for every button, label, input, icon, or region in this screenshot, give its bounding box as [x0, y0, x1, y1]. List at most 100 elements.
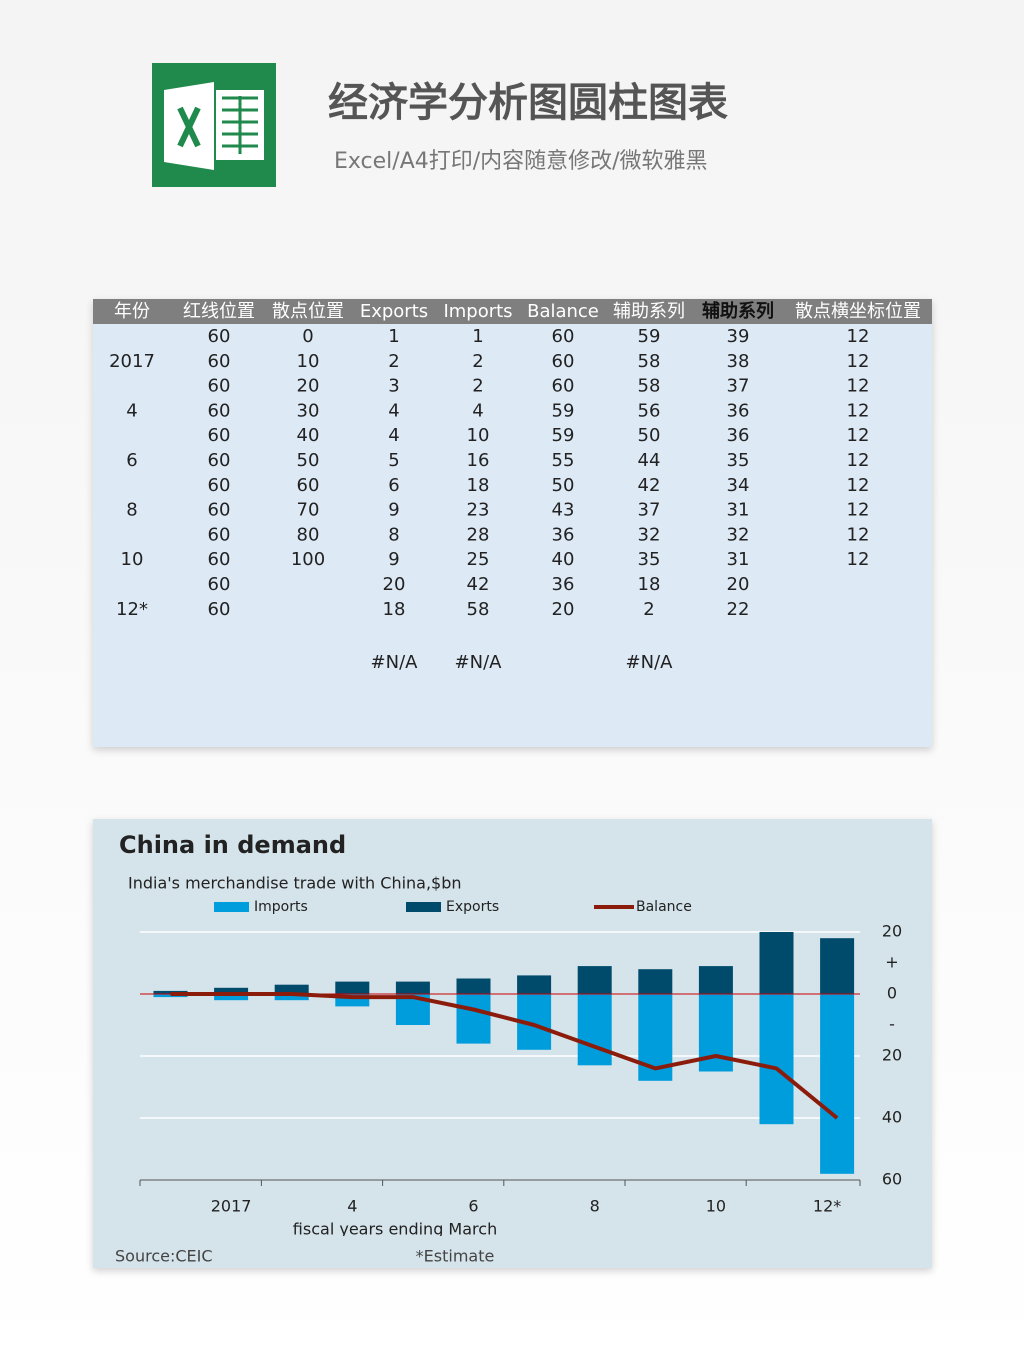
bar	[274, 984, 309, 994]
line	[170, 992, 839, 1120]
table-cell: 31	[727, 549, 750, 570]
table-cell: 18	[638, 574, 661, 595]
table-cell: 5	[388, 450, 399, 471]
y-tick-label: 60	[882, 1170, 902, 1189]
bar	[698, 966, 733, 994]
column-header: 年份	[114, 301, 150, 322]
table-cell: 12	[847, 326, 870, 347]
x-axis-label: fiscal years ending March	[293, 1220, 497, 1239]
table-cell: 36	[727, 400, 750, 421]
table-cell: 10	[467, 425, 490, 446]
x-tick-label: 10	[706, 1197, 726, 1216]
table-cell: 4	[388, 425, 399, 446]
page-subtitle: Excel/A4打印/内容随意修改/微软雅黑	[334, 149, 708, 174]
y-tick-label: 40	[882, 1108, 902, 1127]
table-cell: 37	[727, 376, 750, 397]
table-cell: 12	[847, 376, 870, 397]
table-cell: 12*	[116, 599, 148, 620]
table-cell: 58	[638, 351, 661, 372]
table-cell: 42	[638, 475, 661, 496]
table-cell: 70	[297, 500, 320, 521]
table-cell: 38	[727, 351, 750, 372]
excel-icon	[152, 63, 276, 187]
table-cell: 2	[472, 376, 483, 397]
table-cell: 30	[297, 400, 320, 421]
table-cell: 12	[847, 351, 870, 372]
bar	[214, 994, 249, 1001]
table-cell: 2	[472, 351, 483, 372]
table-cell: 2017	[109, 351, 155, 372]
table-cell: 12	[847, 549, 870, 570]
table-cell: 60	[208, 376, 231, 397]
column-header: Balance	[527, 301, 599, 322]
table-cell: 40	[552, 549, 575, 570]
table-cell: 60	[208, 351, 231, 372]
column-header: 散点位置	[272, 301, 344, 322]
table-cell: 12	[847, 475, 870, 496]
table-cell: 32	[727, 524, 750, 545]
bar	[577, 994, 612, 1066]
bar	[214, 987, 249, 994]
legend-swatch	[214, 902, 249, 912]
x-tick-label: 12*	[813, 1197, 841, 1216]
bar	[820, 994, 855, 1174]
table-cell: 31	[727, 500, 750, 521]
table-cell: 59	[552, 400, 575, 421]
table-cell: 6	[388, 475, 399, 496]
note: *Estimate	[416, 1247, 495, 1266]
bar	[759, 994, 794, 1125]
table-cell: 35	[727, 450, 750, 471]
table-cell: 60	[552, 326, 575, 347]
table-cell: 60	[208, 599, 231, 620]
table-cell: 18	[383, 599, 406, 620]
x-tick-label: 6	[468, 1197, 478, 1216]
y-tick-label: 0	[887, 984, 897, 1003]
bar	[517, 975, 552, 994]
table-cell: #N/A	[371, 652, 419, 673]
table-cell: 18	[467, 475, 490, 496]
table-cell: 12	[847, 450, 870, 471]
table-cell: 10	[297, 351, 320, 372]
table-cell: 20	[727, 574, 750, 595]
table-cell: 59	[552, 425, 575, 446]
table-cell: 60	[297, 475, 320, 496]
table-cell: 9	[388, 500, 399, 521]
x-tick-label: 4	[347, 1197, 357, 1216]
source: Source:CEIC	[115, 1247, 213, 1266]
table-cell: 42	[467, 574, 490, 595]
table-cell: 4	[388, 400, 399, 421]
table-cell: 60	[208, 549, 231, 570]
table-cell: 50	[638, 425, 661, 446]
table-cell: 80	[297, 524, 320, 545]
bar	[395, 981, 430, 994]
table-cell: 20	[383, 574, 406, 595]
table-cell: 44	[638, 450, 661, 471]
table-cell: 59	[638, 326, 661, 347]
bar	[820, 938, 855, 994]
table-cell: 60	[208, 500, 231, 521]
table-cell: 20	[297, 376, 320, 397]
table-cell: 35	[638, 549, 661, 570]
legend-label: Exports	[446, 899, 499, 915]
table-cell: 56	[638, 400, 661, 421]
x-tick-label: 2017	[211, 1197, 252, 1216]
table-cell: 60	[208, 326, 231, 347]
chart: 20 +0 - 20 40 60 2017 4 6 8 10 12*	[139, 922, 902, 1216]
table-cell: 1	[472, 326, 483, 347]
table-cell: 39	[727, 326, 750, 347]
table-cell: 60	[552, 376, 575, 397]
bar	[274, 994, 309, 1001]
table-cell: 36	[552, 574, 575, 595]
legend-label: Imports	[254, 899, 308, 915]
table-cell: 23	[467, 500, 490, 521]
y-tick-label: 20	[882, 1046, 902, 1065]
table-cell: 12	[847, 400, 870, 421]
table-cell: 3	[388, 376, 399, 397]
table-cell: 50	[552, 475, 575, 496]
table-cell: 1	[388, 326, 399, 347]
table-cell: 2	[388, 351, 399, 372]
table-cell: 55	[552, 450, 575, 471]
chart-subtitle: India's merchandise trade with China,$bn	[128, 874, 462, 893]
